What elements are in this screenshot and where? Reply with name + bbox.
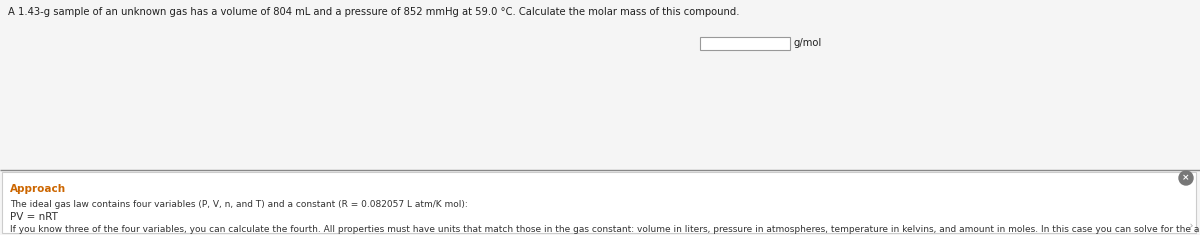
Text: g/mol: g/mol (794, 39, 822, 48)
Text: PV = nRT: PV = nRT (10, 212, 58, 222)
Circle shape (1178, 171, 1193, 185)
Text: ×: × (1182, 173, 1189, 183)
Text: ›: › (1189, 221, 1193, 231)
Bar (2, 172, 1196, 233)
Text: Approach: Approach (10, 184, 66, 194)
Bar (0, 0, 1200, 170)
Bar (700, 37, 790, 50)
Text: A 1.43-g sample of an unknown gas has a volume of 804 mL and a pressure of 852 m: A 1.43-g sample of an unknown gas has a … (8, 7, 739, 17)
Text: The ideal gas law contains four variables (P, V, n, and T) and a constant (R = 0: The ideal gas law contains four variable… (10, 200, 468, 209)
Text: If you know three of the four variables, you can calculate the fourth. All prope: If you know three of the four variables,… (10, 225, 1200, 234)
